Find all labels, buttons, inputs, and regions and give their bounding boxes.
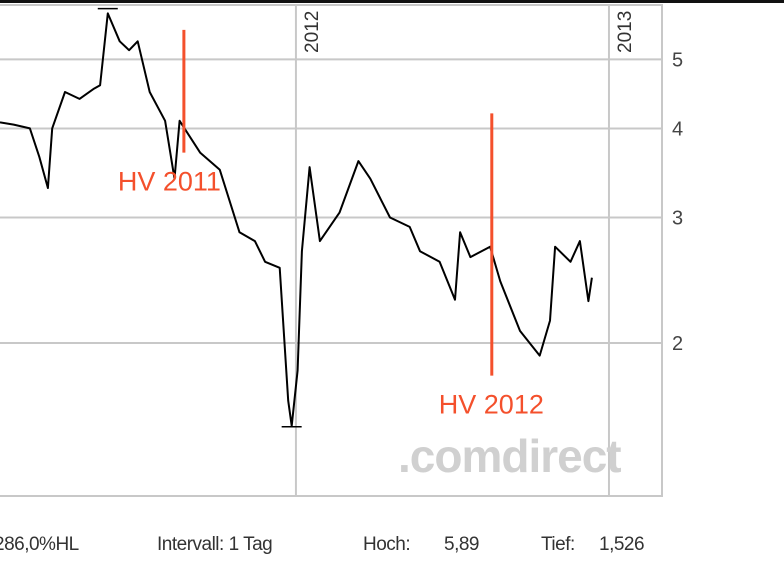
plot-frame	[0, 4, 663, 497]
x-tick-label: 2012	[302, 11, 323, 53]
y-tick-label: 4	[672, 118, 683, 140]
top-border	[0, 0, 784, 3]
footer-low-value: 1,526	[599, 534, 645, 555]
annotation-label: HV 2012	[439, 390, 544, 420]
footer-high-value: 5,89	[444, 534, 479, 555]
x-tick-label: 2013	[615, 11, 636, 53]
y-tick-label: 5	[672, 49, 683, 71]
y-tick-label: 2	[672, 333, 683, 355]
price-series-line	[0, 12, 593, 427]
annotation-label: HV 2011	[118, 167, 221, 197]
y-tick-label: 3	[672, 207, 683, 229]
watermark-logo: .comdirect	[398, 430, 621, 482]
price-chart: 2 3 4 5 2012 2013 .comdirect HV 2011 HV 2012	[0, 4, 683, 497]
footer-low-label: Tief:	[541, 534, 575, 555]
footer-range: 286,0%HL	[0, 534, 79, 555]
footer-high-label: Hoch:	[363, 534, 411, 555]
footer-interval: Intervall: 1 Tag	[157, 534, 273, 555]
